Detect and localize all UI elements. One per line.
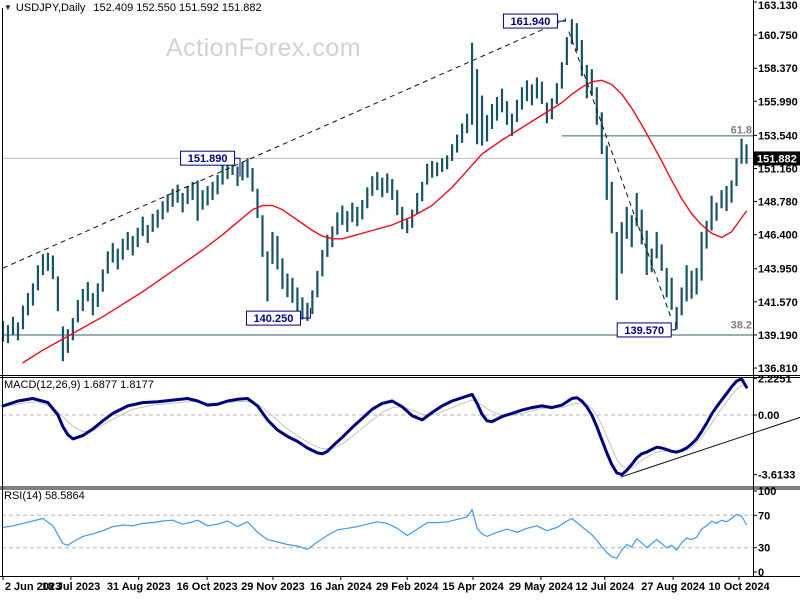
date-tick-label: 29 May 2024	[509, 581, 574, 593]
date-tick-label: 29 Feb 2024	[376, 581, 439, 593]
moving-average-line	[22, 79, 748, 364]
price-tick-label: 146.400	[758, 230, 798, 242]
annotation-connector	[670, 321, 677, 331]
fib-level-label: 61.8	[731, 125, 752, 137]
rsi-pane[interactable]	[2, 509, 753, 559]
price-pane[interactable]: 61.8 38.2	[1, 19, 753, 364]
price-annotation-box[interactable]	[616, 322, 672, 338]
macd-tick-label: -3.6133	[758, 470, 795, 482]
signal-line	[2, 384, 747, 470]
symbol-header: ▼ USDJPY,Daily 152.409 152.550 151.592 151…	[4, 2, 262, 14]
collapse-triangle-icon[interactable]: ▼	[4, 3, 12, 12]
price-axis[interactable]: 163.130 160.750 158.370 155.990 153.540 151.1…	[753, 0, 800, 579]
symbol-timeframe-label: USDJPY,Daily	[15, 2, 86, 14]
current-price-tag-label: 151.882	[757, 153, 797, 165]
date-tick-label: 10 Oct 2024	[708, 581, 770, 593]
fib-level-label: 38.2	[731, 319, 752, 331]
price-tick-label: 158.370	[758, 63, 798, 75]
price-tick-label: 155.990	[758, 96, 798, 108]
pane-borders	[0, 0, 800, 577]
annotation-connector	[300, 307, 311, 319]
watermark: ActionForex.com	[166, 34, 362, 62]
ohlc-readout: 152.409 152.550 151.592 151.882	[93, 2, 262, 14]
macd-pane[interactable]	[1, 377, 800, 478]
price-annotation-label: 161.940	[511, 16, 551, 28]
date-tick-label: 29 Nov 2023	[241, 581, 305, 593]
price-annotation-box[interactable]	[502, 13, 558, 29]
rsi-tick-label: 100	[758, 486, 776, 498]
date-tick-label: 18 Jul 2023	[42, 581, 101, 593]
macd-tick-label: 2.2251	[758, 373, 792, 385]
price-tick-label: 153.540	[758, 130, 798, 142]
price-tick-label: 151.160	[758, 163, 798, 175]
date-tick-label: 2 Jun 2023	[5, 581, 61, 593]
date-tick-label: 12 Jul 2024	[575, 581, 635, 593]
price-tick-label: 141.570	[758, 297, 798, 309]
macd-line	[1, 377, 748, 477]
date-tick-label: 15 Apr 2024	[442, 581, 504, 593]
macd-trendline[interactable]	[620, 416, 800, 478]
price-tick-label: 143.950	[758, 264, 798, 276]
rsi-tick-label: 30	[758, 543, 770, 555]
price-annotation-box[interactable]	[180, 150, 236, 166]
date-tick-label: 27 Aug 2024	[641, 581, 706, 593]
annotation-connector	[556, 18, 566, 22]
trendline[interactable]	[568, 31, 672, 319]
price-tick-label: 148.780	[758, 197, 798, 209]
date-tick-label: 16 Jan 2024	[310, 581, 373, 593]
date-tick-label: 16 Oct 2023	[177, 581, 238, 593]
price-annotation-label: 139.570	[624, 325, 664, 337]
price-annotation-box[interactable]	[245, 310, 301, 326]
annotation-connector	[234, 157, 241, 177]
price-annotation-label: 151.890	[188, 153, 228, 165]
date-tick-label: 31 Aug 2023	[107, 581, 171, 593]
price-tick-label: 163.130	[758, 0, 798, 12]
macd-indicator-label: MACD(12,26,9) 1.6877 1.8177	[4, 379, 154, 391]
price-tick-label: 160.750	[758, 30, 798, 42]
rsi-tick-label: 0	[758, 567, 764, 579]
macd-tick-label: 0.00	[758, 410, 779, 422]
rsi-indicator-label: RSI(14) 58.5864	[4, 490, 85, 502]
current-price-tag	[754, 151, 800, 166]
trendline[interactable]	[2, 19, 565, 269]
rsi-line	[2, 509, 748, 559]
price-tick-label: 136.810	[758, 363, 798, 375]
price-tick-label: 139.190	[758, 330, 798, 342]
rsi-tick-label: 70	[758, 510, 770, 522]
price-annotations[interactable]: 161.940 151.890 140.250 139.570	[180, 13, 677, 338]
price-annotation-label: 140.250	[254, 313, 294, 325]
